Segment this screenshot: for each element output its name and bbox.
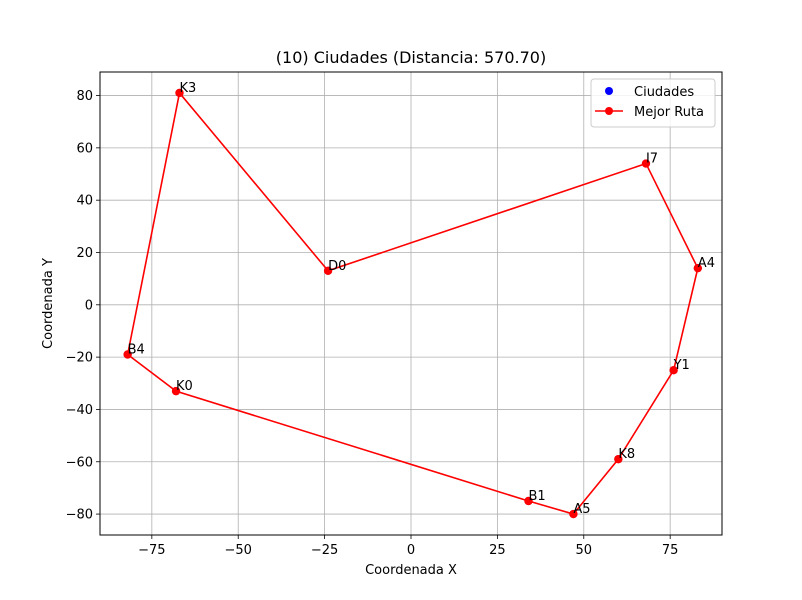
x-tick-label: −25: [311, 543, 338, 558]
grid-lines: [100, 72, 722, 535]
city-label: K8: [618, 447, 635, 462]
legend: Ciudades Mejor Ruta: [590, 78, 716, 128]
x-tick-label: 0: [407, 543, 415, 558]
x-tick-label: 25: [489, 543, 506, 558]
x-tick-label: 50: [576, 543, 593, 558]
x-tick-label: −75: [138, 543, 165, 558]
route-marker: [323, 266, 333, 276]
route-marker: [669, 366, 678, 375]
city-label: Y1: [673, 358, 690, 373]
city-label: K3: [179, 81, 196, 96]
y-axis-ticks: −80 −60 −40 −20 0 20 40 60 80: [66, 89, 100, 523]
route-marker: [614, 454, 623, 464]
x-axis-ticks: −75 −50 −25 0 25 50 75: [138, 535, 678, 558]
y-tick-label: 40: [76, 194, 93, 209]
legend-marker-route: [605, 107, 613, 115]
city-label: I7: [646, 152, 658, 167]
y-tick-label: −20: [66, 351, 93, 366]
city-label: A5: [573, 502, 590, 517]
route-marker: [641, 159, 651, 168]
y-tick-label: 60: [76, 141, 93, 156]
x-axis-label: Coordenada X: [365, 563, 457, 578]
legend-marker-cities: [605, 87, 613, 95]
route-marker: [171, 386, 181, 396]
y-tick-label: 0: [85, 298, 93, 313]
y-axis-label: Coordenada Y: [41, 258, 56, 349]
points-layer: [123, 88, 703, 519]
route-marker: [175, 88, 184, 98]
route-marker: [569, 509, 578, 519]
y-tick-label: 20: [76, 246, 93, 261]
legend-box: [590, 78, 716, 128]
y-tick-label: −80: [66, 508, 93, 523]
y-tick-label: −60: [66, 455, 93, 470]
city-labels-layer: K3 D0 I7 A4 Y1 K8 A5 B1 K0 B4: [128, 81, 715, 517]
city-label: B1: [528, 489, 545, 504]
x-tick-label: −50: [225, 543, 252, 558]
city-label: K0: [176, 379, 193, 394]
x-tick-label: 75: [662, 543, 679, 558]
legend-label-route: Mejor Ruta: [634, 105, 704, 120]
city-label: B4: [128, 343, 145, 358]
route-marker: [123, 350, 132, 359]
chart-title: (10) Ciudades (Distancia: 570.70): [276, 48, 546, 67]
y-tick-label: −40: [66, 403, 93, 418]
y-tick-label: 80: [76, 89, 93, 104]
route-marker: [693, 263, 703, 273]
route-marker: [524, 496, 533, 506]
city-label: D0: [328, 259, 346, 274]
city-label: A4: [698, 256, 715, 271]
legend-label-cities: Ciudades: [634, 85, 694, 100]
